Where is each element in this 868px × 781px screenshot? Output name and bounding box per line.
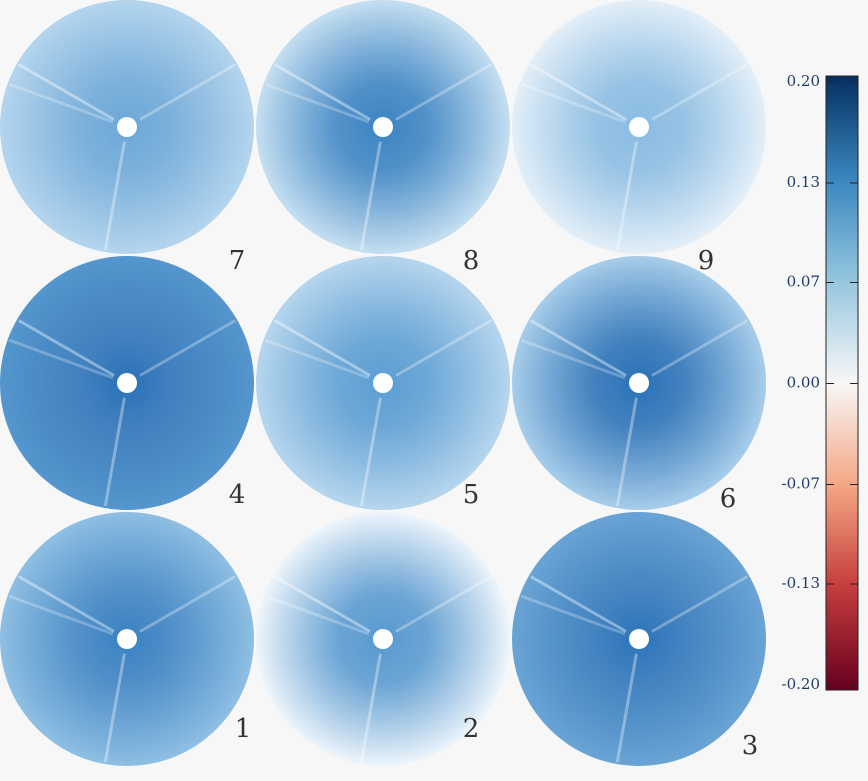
panel-streak	[521, 338, 626, 380]
panel-streak	[615, 653, 638, 763]
tick-label: 0.13	[787, 173, 820, 191]
panel-streak	[17, 575, 115, 633]
panel-streak	[529, 575, 627, 633]
panel-streak	[395, 63, 493, 121]
panel-hole	[117, 117, 137, 137]
tick-label: -0.07	[782, 475, 820, 493]
panel-label: 4	[229, 480, 246, 510]
panel-streak	[139, 575, 237, 633]
panel-label: 2	[463, 714, 480, 744]
panel-streak	[273, 63, 371, 121]
panel-label: 1	[235, 714, 252, 744]
panel-streak	[529, 63, 627, 121]
panel-streak	[265, 338, 370, 380]
panel-streak	[359, 141, 382, 251]
panel-streak	[651, 63, 749, 121]
panel-streak	[9, 338, 114, 380]
tick-label: 0.20	[787, 72, 820, 90]
panel-streak	[139, 319, 237, 377]
panel-label: 8	[463, 246, 480, 276]
panel-streak	[651, 319, 749, 377]
colorbar-ticks: 0.20 0.13 0.07 0.00 -0.07 -0.13 -0.20	[782, 72, 858, 693]
panel-streak	[103, 141, 126, 251]
panel-hole	[629, 629, 649, 649]
panel-hole	[629, 117, 649, 137]
tick-label: 0.07	[787, 272, 820, 290]
tick-label: -0.20	[782, 675, 820, 693]
panel-streak	[615, 141, 638, 251]
panel-streak	[359, 397, 382, 507]
panel-label: 5	[463, 480, 480, 510]
panel-hole	[373, 373, 393, 393]
panel-streak	[103, 397, 126, 507]
panel-streak	[521, 82, 626, 124]
panel-streak	[9, 82, 114, 124]
panel-streak	[17, 319, 115, 377]
tick-label: 0.00	[787, 374, 820, 392]
panel-hole	[373, 629, 393, 649]
panel-streak	[103, 653, 126, 763]
panel-streak	[359, 653, 382, 763]
panel-label: 3	[742, 731, 759, 761]
panel-streak	[521, 594, 626, 636]
panel-streak	[17, 63, 115, 121]
panel-label: 6	[720, 484, 737, 514]
panels: 7 8 9 4 5 6 1 2 3	[0, 0, 766, 766]
panel-streak	[615, 397, 638, 507]
panel-streak	[395, 319, 493, 377]
panel-streak	[265, 594, 370, 636]
panel-streak	[273, 319, 371, 377]
panel-streak	[651, 575, 749, 633]
panel-streak	[529, 319, 627, 377]
panel-hole	[373, 117, 393, 137]
panel-hole	[117, 373, 137, 393]
panel-streak	[265, 82, 370, 124]
panel-hole	[117, 629, 137, 649]
panel-label: 9	[698, 246, 715, 276]
panel-streak	[9, 594, 114, 636]
panel-streak	[395, 575, 493, 633]
panel-hole	[629, 373, 649, 393]
panel-streak	[139, 63, 237, 121]
panel-streak	[273, 575, 371, 633]
tick-label: -0.13	[782, 574, 820, 592]
panel-label: 7	[229, 246, 246, 276]
